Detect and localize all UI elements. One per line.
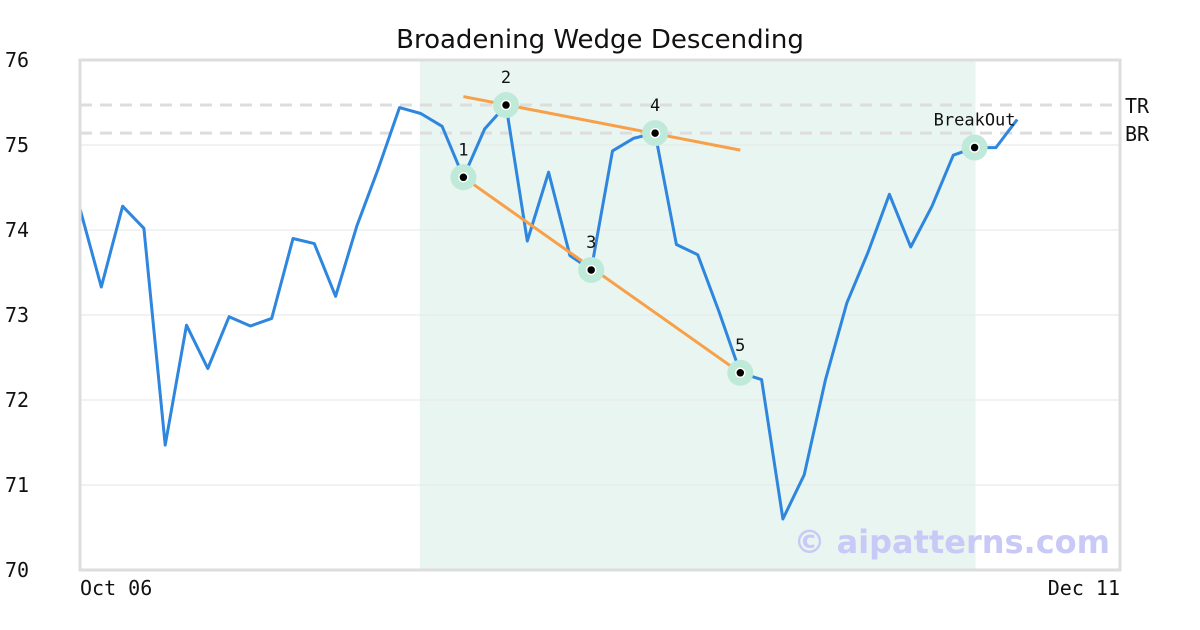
reference-lines: TR BR xyxy=(80,94,1150,146)
reference-line-label: TR xyxy=(1125,94,1150,118)
point-marker xyxy=(500,99,512,111)
x-tick-label-first: Oct 06 xyxy=(80,576,152,600)
chart-title: Broadening Wedge Descending xyxy=(396,25,804,55)
y-tick-label: 72 xyxy=(5,388,29,412)
pattern-points: 1 2 3 4 5 BreakOut xyxy=(450,68,1016,386)
gridlines xyxy=(80,144,1120,486)
point-marker xyxy=(458,172,469,183)
point-marker xyxy=(649,127,661,139)
point-label: 3 xyxy=(586,233,596,253)
point-marker xyxy=(969,142,980,153)
x-tick-label-last: Dec 11 xyxy=(1048,576,1120,600)
y-tick-label: 73 xyxy=(5,303,29,327)
y-tick-label: 71 xyxy=(5,473,29,497)
point-label: 1 xyxy=(458,140,468,160)
reference-line-label: BR xyxy=(1125,122,1150,146)
point-label: BreakOut xyxy=(934,111,1016,131)
point-marker xyxy=(585,264,597,276)
y-tick-label: 75 xyxy=(5,133,29,157)
watermark: © aipatterns.com xyxy=(793,523,1110,561)
y-tick-label: 70 xyxy=(5,558,29,582)
y-tick-label: 76 xyxy=(5,48,29,72)
point-label: 2 xyxy=(501,68,511,88)
point-marker xyxy=(735,367,746,379)
point-label: 5 xyxy=(735,336,745,356)
price-series-line xyxy=(78,103,1019,521)
y-axis-ticks: 70 71 72 73 74 75 76 xyxy=(5,48,29,582)
y-tick-label: 74 xyxy=(5,218,29,242)
plot-frame xyxy=(78,58,1122,572)
point-label: 4 xyxy=(650,96,660,116)
